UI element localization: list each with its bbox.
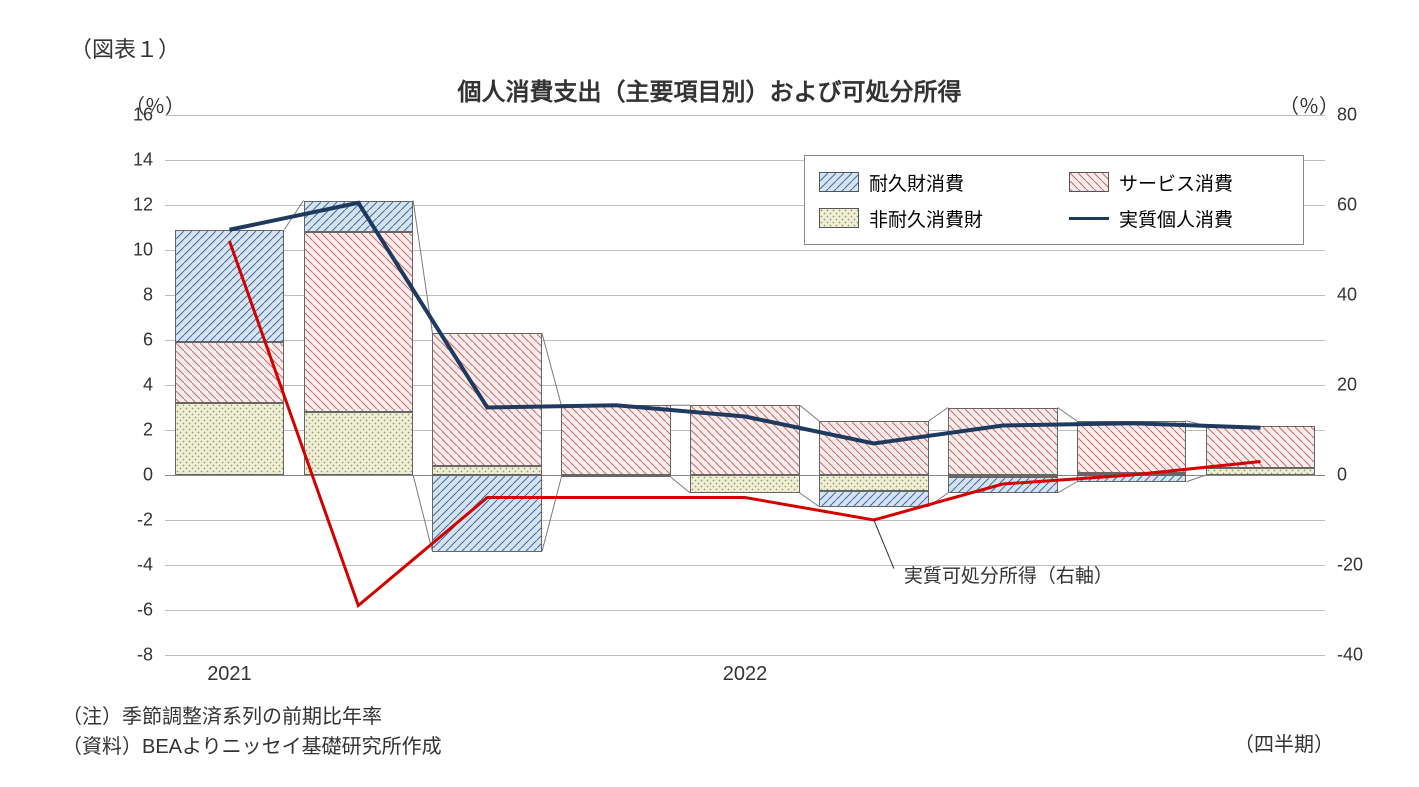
bar-nondurable [175, 403, 285, 475]
gridline [165, 115, 1325, 116]
bar-services [819, 421, 929, 475]
y-tick-left: -2 [137, 510, 153, 531]
y-tick-left: -8 [137, 645, 153, 666]
legend-label-durable: 耐久財消費 [869, 169, 964, 196]
figure-label: （図表１） [70, 32, 180, 64]
bar-services [690, 405, 800, 475]
bar-services [1206, 426, 1316, 469]
gridline [165, 520, 1325, 521]
y-tick-left: 6 [143, 330, 153, 351]
bar-nondurable [561, 475, 671, 477]
bar-nondurable [1206, 468, 1316, 475]
x-tick: 2022 [723, 663, 768, 686]
y-tick-right: 60 [1337, 195, 1357, 216]
chart-title: 個人消費支出（主要項目別）および可処分所得 [0, 72, 1419, 107]
bar-durable [819, 491, 929, 507]
bar-nondurable [304, 412, 414, 475]
x-axis-label: （四半期） [1234, 728, 1334, 757]
bar-durable [304, 201, 414, 233]
bar-durable [1077, 475, 1187, 482]
bar-services [304, 232, 414, 412]
bar-nondurable [819, 475, 929, 491]
bar-services [1077, 421, 1187, 473]
bar-durable [948, 477, 1058, 493]
legend-label-services: サービス消費 [1119, 169, 1233, 196]
legend-item-real-pce: 実質個人消費 [1069, 205, 1279, 232]
legend-item-nondurable: 非耐久消費財 [819, 205, 1029, 232]
y-tick-right: -40 [1337, 645, 1363, 666]
bar-nondurable [432, 466, 542, 475]
annotation-income: 実質可処分所得（右軸） [904, 561, 1113, 588]
swatch-nondurable [819, 208, 859, 228]
bar-services [561, 405, 671, 475]
bar-services [948, 408, 1058, 476]
gridline [165, 565, 1325, 566]
y-tick-left: 14 [133, 150, 153, 171]
y-tick-right: 20 [1337, 375, 1357, 396]
y-tick-left: 2 [143, 420, 153, 441]
swatch-real-pce [1069, 217, 1109, 220]
y-tick-right: -20 [1337, 555, 1363, 576]
legend-row: 耐久財消費 サービス消費 [819, 164, 1289, 200]
bar-services [432, 333, 542, 466]
y-tick-left: -4 [137, 555, 153, 576]
bar-services [175, 342, 285, 403]
legend-item-services: サービス消費 [1069, 169, 1279, 196]
y-tick-left: 12 [133, 195, 153, 216]
bar-durable [175, 230, 285, 343]
y-tick-left: 4 [143, 375, 153, 396]
x-tick: 2021 [207, 663, 252, 686]
y-tick-left: -6 [137, 600, 153, 621]
y-tick-left: 10 [133, 240, 153, 261]
gridline [165, 610, 1325, 611]
swatch-durable [819, 172, 859, 192]
y-tick-right: 0 [1337, 465, 1347, 486]
y-tick-left: 8 [143, 285, 153, 306]
y-tick-left: 16 [133, 105, 153, 126]
legend-label-nondurable: 非耐久消費財 [869, 205, 983, 232]
bar-nondurable [690, 475, 800, 493]
chart-container: （図表１） 個人消費支出（主要項目別）および可処分所得 （％） （％） -8-6… [0, 0, 1419, 787]
y-tick-right: 80 [1337, 105, 1357, 126]
gridline [165, 655, 1325, 656]
y-tick-left: 0 [143, 465, 153, 486]
footnote-1: （注）季節調整済系列の前期比年率 [62, 700, 382, 729]
legend-row: 非耐久消費財 実質個人消費 [819, 200, 1289, 236]
legend-item-durable: 耐久財消費 [819, 169, 1029, 196]
legend-label-real-pce: 実質個人消費 [1119, 205, 1233, 232]
chart-legend: 耐久財消費 サービス消費 非耐久消費財 実質個人消費 [804, 155, 1304, 245]
footnote-2: （資料）BEAよりニッセイ基礎研究所作成 [62, 730, 442, 759]
swatch-services [1069, 172, 1109, 192]
bar-durable [432, 475, 542, 552]
y-tick-right: 40 [1337, 285, 1357, 306]
